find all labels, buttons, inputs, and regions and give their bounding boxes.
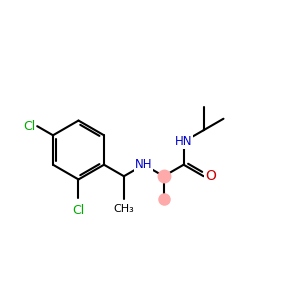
Text: Cl: Cl bbox=[24, 120, 36, 133]
Text: O: O bbox=[205, 169, 216, 183]
Text: CH₃: CH₃ bbox=[113, 204, 134, 214]
Text: Cl: Cl bbox=[72, 204, 85, 217]
Text: NH: NH bbox=[135, 158, 153, 171]
Text: HN: HN bbox=[175, 135, 192, 148]
